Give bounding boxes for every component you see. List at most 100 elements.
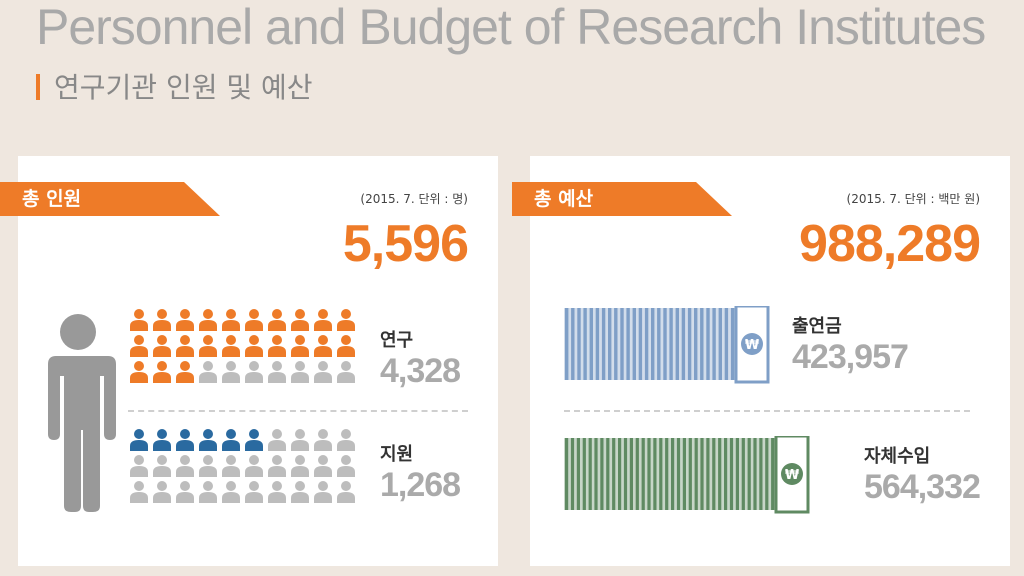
accent-bar (36, 74, 40, 100)
banknote-edge (635, 438, 639, 510)
person-icon (337, 481, 355, 503)
contribution-value: 423,957 (792, 338, 909, 376)
person-icon (337, 335, 355, 357)
person-icon (291, 309, 309, 331)
person-icon (245, 309, 263, 331)
person-icon (130, 309, 148, 331)
person-icon (291, 429, 309, 451)
person-icon (176, 429, 194, 451)
personnel-panel: 총 인원 (2015. 7. 단위 : 명) 5,596 연구 4,328 지원… (0, 156, 498, 566)
budget-divider (564, 410, 970, 412)
person-icon (153, 429, 171, 451)
banknote-edge (682, 438, 686, 510)
banknote-edge (681, 308, 686, 380)
banknote-edge (771, 438, 775, 510)
banknote-edge (659, 438, 663, 510)
person-icon (337, 361, 355, 383)
banknote-edge (706, 308, 710, 380)
banknote-edge (759, 438, 763, 510)
budget-total: 988,289 (799, 215, 981, 273)
support-label: 지원 (380, 444, 414, 465)
banknote-edge (753, 438, 757, 510)
research-icon-grid (128, 308, 357, 384)
banknote-edge (612, 438, 616, 510)
banknote-edge (641, 438, 645, 510)
banknote-edge (583, 308, 587, 380)
person-icon (268, 481, 286, 503)
support-icon-grid (128, 428, 357, 504)
banknote-edge (712, 438, 716, 510)
person-icon (314, 309, 332, 331)
banknote-edge (741, 438, 745, 510)
person-icon (153, 455, 171, 477)
personnel-total: 5,596 (342, 215, 469, 273)
banknote-edge (595, 308, 600, 380)
budget-panel: 총 예산 (2015. 7. 단위 : 백만 원) 988,289 ₩ 출연금 … (512, 156, 1010, 566)
person-icon (291, 481, 309, 503)
banknote-edge (657, 308, 661, 380)
personnel-unit: (2015. 7. 단위 : 명) (360, 192, 468, 206)
banknote-edge (687, 308, 692, 380)
banknote-edge (582, 438, 586, 510)
person-icon (245, 455, 263, 477)
person-icon (199, 361, 217, 383)
person-icon (245, 335, 263, 357)
person-icon (245, 481, 263, 503)
banknote-edge (694, 438, 698, 510)
banknote-edge (571, 308, 575, 380)
person-icon (199, 455, 217, 477)
person-icon (130, 429, 148, 451)
person-icon (130, 361, 148, 383)
person-silhouette-icon (48, 314, 116, 512)
person-icon (130, 455, 148, 477)
person-icon (199, 429, 217, 451)
banknote-edge (608, 308, 612, 380)
banknote-edge (647, 438, 651, 510)
banknote-edge (588, 438, 592, 510)
person-icon (314, 361, 332, 383)
banknote-stack-icon: ₩ (564, 436, 810, 514)
person-icon (222, 455, 240, 477)
personnel-divider (128, 410, 468, 412)
banknote-edge (618, 438, 622, 510)
budget-tag: 총 예산 (512, 182, 732, 216)
person-icon (176, 455, 194, 477)
banknote-edge (700, 308, 704, 380)
banknote-edge (651, 308, 655, 380)
person-icon (176, 335, 194, 357)
person-icon (222, 429, 240, 451)
support-value: 1,268 (380, 466, 461, 504)
person-icon (176, 309, 194, 331)
person-icon (314, 481, 332, 503)
research-label: 연구 (380, 330, 414, 351)
banknote-edge (712, 308, 716, 380)
banknote-edge (694, 308, 698, 380)
banknote-edge (735, 438, 739, 510)
banknote-edge (629, 438, 633, 510)
banknote-edge (765, 438, 769, 510)
banknote-edge (653, 438, 657, 510)
banknote-edge (706, 438, 710, 510)
person-icon (222, 481, 240, 503)
own-revenue-value: 564,332 (864, 468, 981, 506)
person-icon (199, 335, 217, 357)
page-subtitle: 연구기관 인원 및 예산 (36, 66, 313, 106)
banknote-edge (724, 438, 728, 510)
subtitle-text: 연구기관 인원 및 예산 (54, 71, 313, 104)
person-icon (337, 309, 355, 331)
svg-text:₩: ₩ (745, 338, 760, 353)
person-icon (176, 361, 194, 383)
own-revenue-label: 자체수입 (864, 446, 931, 467)
banknote-edge (570, 438, 575, 510)
banknote-edge (644, 308, 649, 380)
banknote-edge (729, 438, 734, 510)
person-icon (291, 455, 309, 477)
person-icon (314, 335, 332, 357)
person-icon (153, 481, 171, 503)
banknote-edge (671, 438, 675, 510)
person-icon (314, 455, 332, 477)
person-icon (245, 361, 263, 383)
banknote-edge (576, 438, 580, 510)
person-icon (130, 335, 148, 357)
banknote-edge (565, 308, 569, 380)
